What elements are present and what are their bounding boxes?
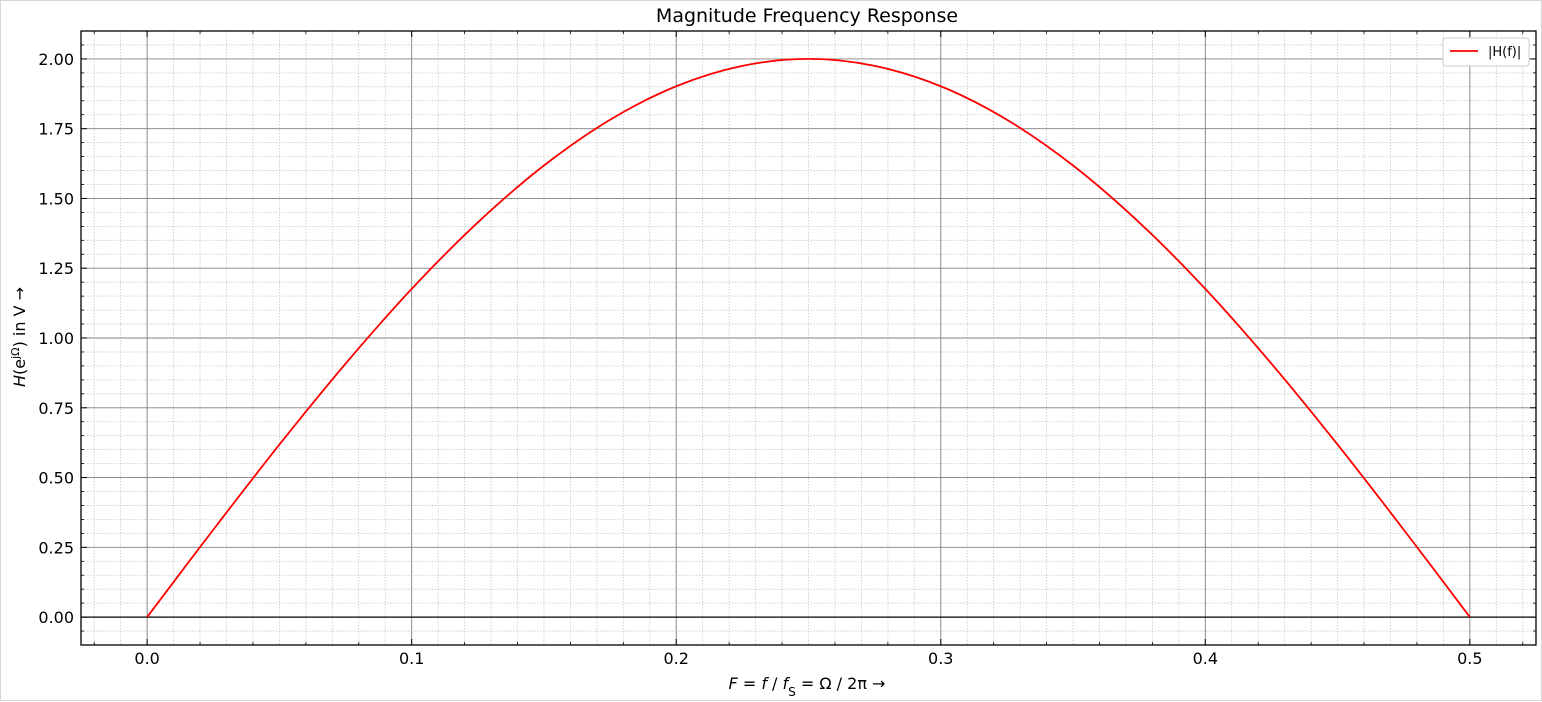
- chart-title: Magnitude Frequency Response: [656, 5, 958, 27]
- y-tick-label: 0.50: [38, 469, 74, 488]
- y-tick-label: 0.25: [38, 538, 74, 557]
- x-tick-label: 0.0: [134, 649, 159, 668]
- y-tick-label: 2.00: [38, 50, 74, 69]
- y-axis-label: H(ejΩ) in V →: [9, 287, 30, 387]
- x-tick-label: 0.1: [399, 649, 424, 668]
- y-tick-label: 1.25: [38, 259, 74, 278]
- x-tick-label: 0.3: [928, 649, 953, 668]
- x-axis-label: F = f / fS = Ω / 2π →: [729, 674, 886, 699]
- y-tick-label: 1.50: [38, 189, 74, 208]
- series-layer: [146, 58, 1471, 618]
- x-tick-label: 0.4: [1193, 649, 1218, 668]
- y-tick-labels: 0.00 0.25 0.50 0.75 1.00 1.25 1.50 1.75 2.00: [38, 50, 74, 627]
- x-tick-label: 0.2: [664, 649, 689, 668]
- series-line-magnitude: [146, 58, 1471, 618]
- y-tick-label: 0.00: [38, 608, 74, 627]
- major-grid: [81, 31, 1536, 645]
- legend: |H(f)|: [1442, 37, 1530, 67]
- x-tick-labels: 0.0 0.1 0.2 0.3 0.4 0.5: [134, 649, 1482, 668]
- x-tick-label: 0.5: [1457, 649, 1482, 668]
- y-tick-label: 1.75: [38, 120, 74, 139]
- y-tick-label: 1.00: [38, 329, 74, 348]
- axis-ticks: [81, 30, 1536, 646]
- legend-box: [1442, 37, 1530, 67]
- legend-label: |H(f)|: [1488, 45, 1521, 60]
- y-tick-label: 0.75: [38, 399, 74, 418]
